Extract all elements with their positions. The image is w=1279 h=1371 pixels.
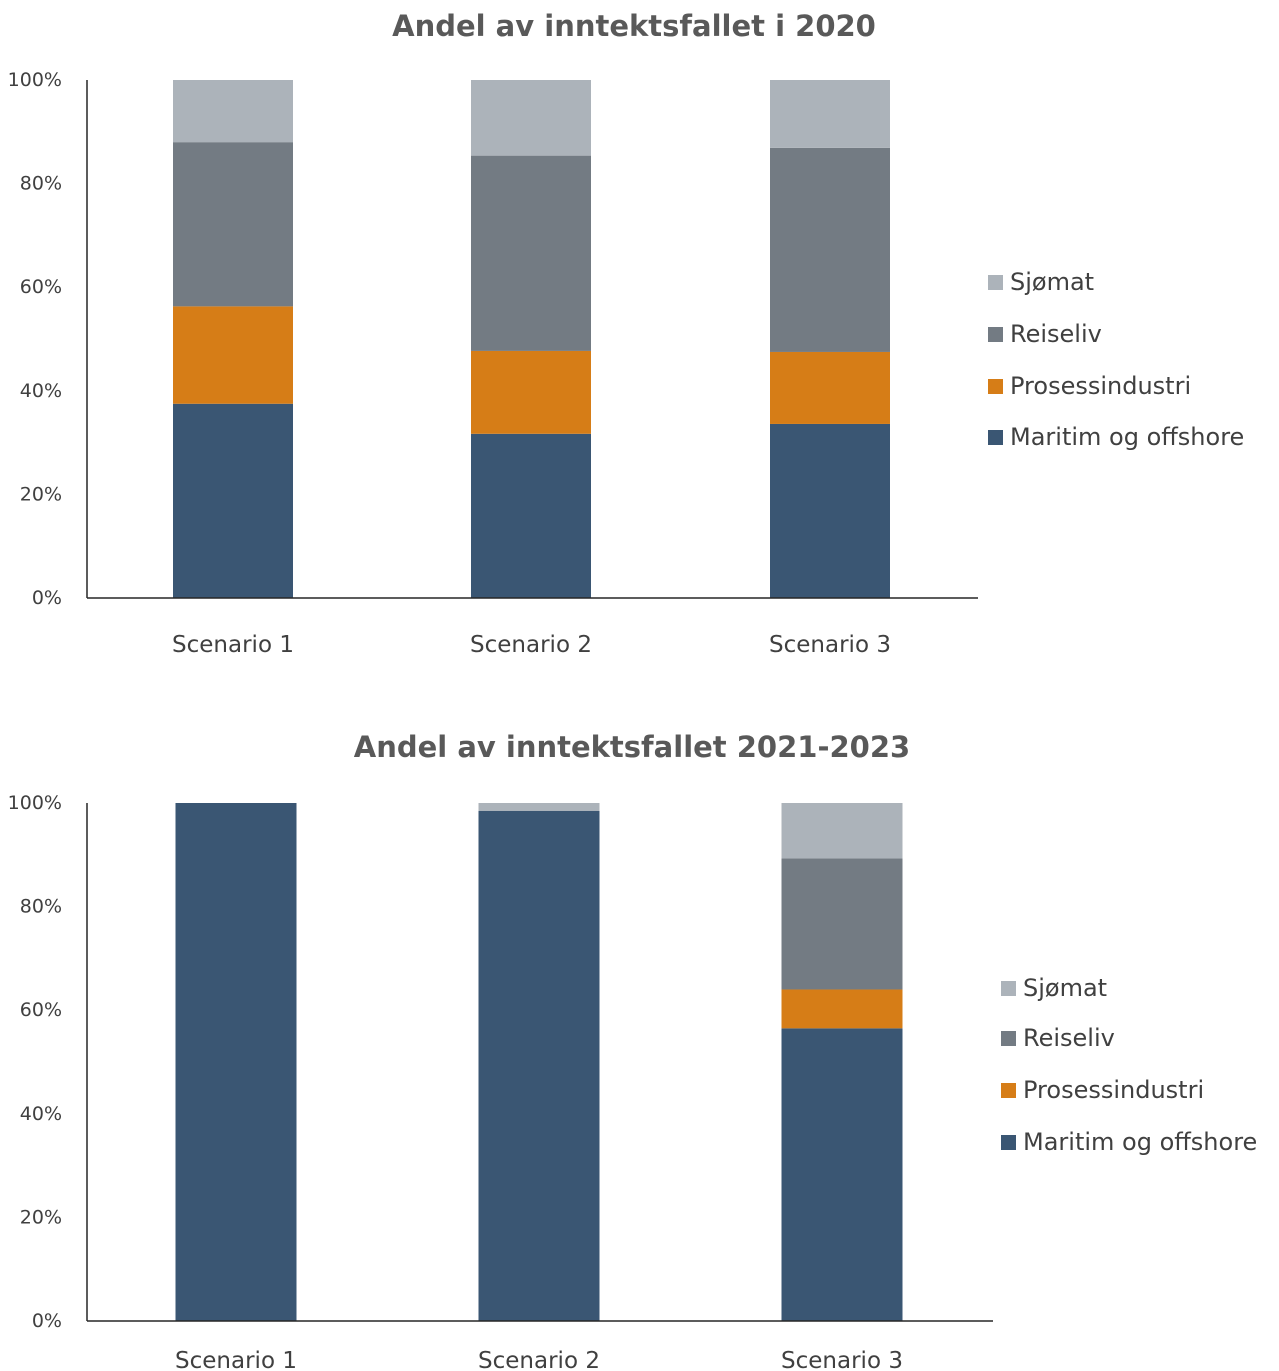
y-tick-label: 20% — [20, 1206, 62, 1228]
legend-label: Reiseliv — [1010, 320, 1102, 348]
bar-segment — [770, 351, 890, 424]
legend-swatch — [988, 327, 1003, 342]
x-category-label: Scenario 2 — [470, 632, 592, 658]
legend-label: Prosessindustri — [1023, 1076, 1204, 1104]
legend-label: Sjømat — [1010, 268, 1094, 296]
bar-segment — [770, 423, 890, 598]
bar-segment — [173, 306, 293, 404]
bar-segment — [478, 810, 600, 1321]
bar-segment — [173, 403, 293, 598]
y-tick-label: 100% — [8, 792, 62, 814]
chart-title: Andel av inntektsfallet 2021-2023 — [354, 730, 910, 764]
y-tick-label: 0% — [32, 1310, 62, 1332]
x-category-label: Scenario 2 — [478, 1348, 600, 1371]
bar-segment — [471, 155, 591, 351]
y-tick-label: 40% — [20, 380, 62, 402]
legend-label: Sjømat — [1023, 974, 1107, 1002]
y-tick-label: 80% — [20, 896, 62, 918]
legend-swatch — [1001, 1083, 1016, 1098]
y-tick-label: 60% — [20, 276, 62, 298]
bar-segment — [770, 80, 890, 148]
bar-segment — [781, 858, 903, 990]
legend-swatch — [988, 275, 1003, 290]
x-category-label: Scenario 3 — [769, 632, 891, 658]
stacked-bar-chart-1: Andel av inntektsfallet i 2020 0% 20% 40% 60… — [8, 9, 1245, 658]
x-category-label: Scenario 1 — [175, 1348, 297, 1371]
legend-swatch — [988, 379, 1003, 394]
bar-segment — [471, 350, 591, 434]
legend-swatch — [1001, 1135, 1016, 1150]
stacked-bar-chart-2: Andel av inntektsfallet 2021-2023 0% 20% 40… — [8, 730, 1258, 1371]
y-tick-label: 60% — [20, 999, 62, 1021]
y-tick-label: 100% — [8, 69, 62, 91]
bar-segment — [471, 80, 591, 156]
legend-swatch — [1001, 1031, 1016, 1046]
legend-swatch — [1001, 981, 1016, 996]
bar-segment — [781, 1028, 903, 1321]
legend-label: Reiseliv — [1023, 1024, 1115, 1052]
y-tick-label: 20% — [20, 483, 62, 505]
bar-segment — [173, 80, 293, 143]
legend-label: Prosessindustri — [1010, 372, 1191, 400]
legend-swatch — [988, 430, 1003, 445]
bar-segment — [478, 803, 600, 811]
bar-segment — [173, 142, 293, 307]
bar-segment — [781, 803, 903, 859]
y-tick-label: 0% — [32, 587, 62, 609]
y-tick-label: 40% — [20, 1103, 62, 1125]
legend-label: Maritim og offshore — [1023, 1128, 1257, 1156]
bar-segment — [471, 433, 591, 598]
bar-segment — [770, 147, 890, 352]
bar-segment — [175, 803, 297, 1321]
x-category-label: Scenario 1 — [172, 632, 294, 658]
x-category-label: Scenario 3 — [781, 1348, 903, 1371]
y-tick-label: 80% — [20, 173, 62, 195]
bar-segment — [781, 989, 903, 1029]
legend-label: Maritim og offshore — [1010, 423, 1244, 451]
chart-title: Andel av inntektsfallet i 2020 — [392, 9, 876, 43]
